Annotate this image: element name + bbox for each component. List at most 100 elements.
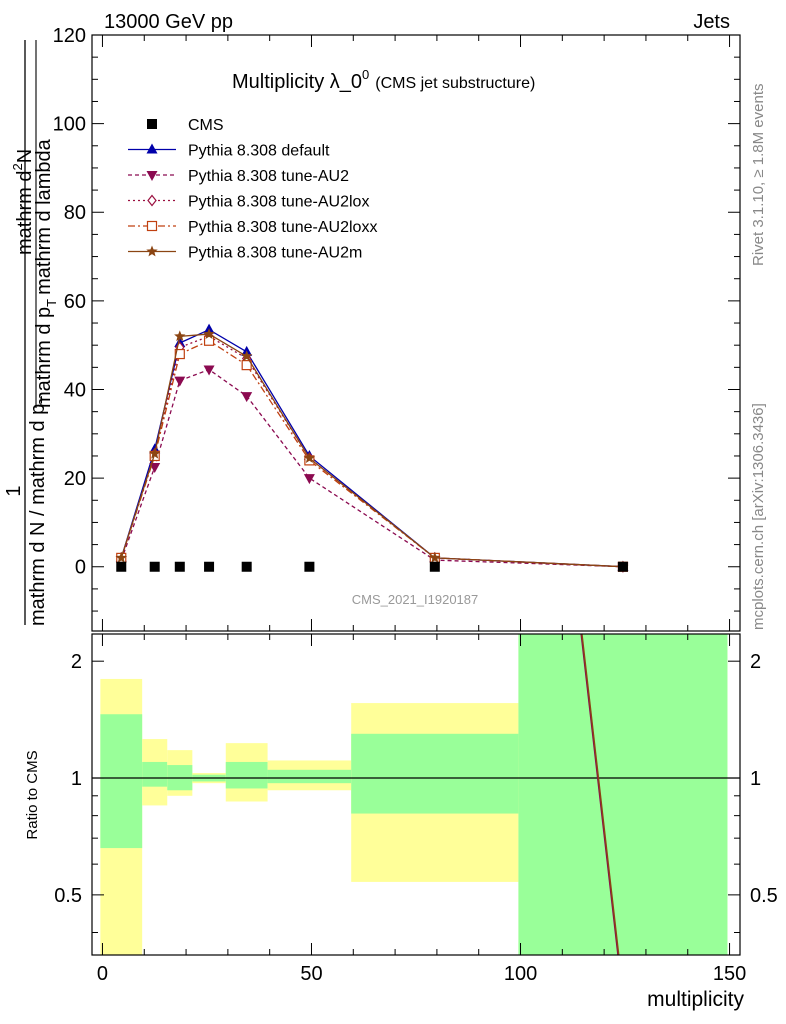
point-au2m bbox=[303, 452, 316, 464]
point-cms bbox=[204, 561, 215, 572]
series-layer bbox=[115, 323, 629, 573]
main-title-sup: 0 bbox=[362, 67, 369, 82]
series-au2lox bbox=[116, 330, 628, 573]
legend-label: Pythia 8.308 default bbox=[188, 143, 330, 160]
series-line-au2 bbox=[120, 368, 623, 568]
main-ytick-label: 120 bbox=[53, 25, 86, 47]
band-inner bbox=[351, 733, 519, 814]
ratio-ytick-label-right: 1 bbox=[750, 768, 761, 790]
ylabel-numerator: mathrm d2N bbox=[10, 149, 36, 255]
xtick-label: 50 bbox=[300, 963, 322, 985]
legend-marker bbox=[146, 220, 158, 232]
point-cms bbox=[149, 561, 160, 572]
ylabel-inner-denominator: mathrm d pTmathrm d lambda bbox=[33, 138, 59, 408]
series-au2 bbox=[115, 365, 629, 573]
legend-label: Pythia 8.308 tune-AU2loxx bbox=[188, 219, 377, 236]
mcplots-label: mcplots.cern.ch [arXiv:1306.3436] bbox=[750, 403, 767, 630]
main-ytick-label: 40 bbox=[64, 379, 86, 401]
ylabel-denominator: mathrm d N / mathrm d pT bbox=[27, 396, 53, 626]
ylabel-one: 1 bbox=[3, 485, 25, 496]
ratio-bands bbox=[92, 634, 740, 955]
rivet-label: Rivet 3.1.10, ≥ 1.8M events bbox=[750, 84, 767, 267]
legend: CMS Pythia 8.308 default Pythia 8.308 tune… bbox=[128, 117, 377, 262]
series-cms bbox=[116, 561, 628, 572]
point-cms bbox=[304, 561, 315, 572]
main-ylabel: 1 mathrm d N / mathrm d pT mathrm d2N ma… bbox=[3, 40, 59, 626]
legend-marker bbox=[147, 119, 157, 129]
main-title-text: Multiplicity λ_0 bbox=[232, 71, 362, 93]
point-au2loxx bbox=[241, 360, 252, 371]
legend-label: CMS bbox=[188, 117, 224, 134]
ratio-frame bbox=[91, 633, 741, 956]
legend-marker bbox=[146, 171, 158, 181]
header-right: Jets bbox=[693, 11, 730, 33]
band-inner bbox=[267, 769, 352, 784]
legend-item-au2: Pythia 8.308 tune-AU2 bbox=[128, 168, 349, 185]
point-au2loxx bbox=[174, 348, 185, 360]
main-frame bbox=[91, 34, 741, 632]
main-ytick-label: 100 bbox=[53, 114, 86, 136]
xtick-label: 0 bbox=[97, 963, 108, 985]
ratio-ylabel: Ratio to CMS bbox=[24, 750, 41, 839]
main-title: Multiplicity λ_00 (CMS jet substructure) bbox=[232, 67, 535, 93]
series-au2m bbox=[115, 328, 629, 572]
ratio-lines bbox=[580, 633, 620, 956]
xtick-label: 100 bbox=[504, 963, 537, 985]
ratio-ytick-label: 2 bbox=[71, 651, 82, 673]
band-inner bbox=[225, 761, 268, 789]
legend-item-cms: CMS bbox=[147, 117, 224, 134]
main-ytick-label: 20 bbox=[64, 468, 86, 490]
ratio-line-au2 bbox=[580, 633, 619, 956]
point-au2m bbox=[429, 551, 441, 563]
main-ytick-label: 0 bbox=[75, 557, 86, 579]
point-au2 bbox=[203, 365, 215, 376]
point-au2 bbox=[174, 376, 186, 387]
xlabel: multiplicity bbox=[647, 988, 744, 1011]
legend-marker bbox=[147, 194, 157, 207]
ratio-ytick-label: 0.5 bbox=[54, 885, 82, 907]
legend-item-au2m: Pythia 8.308 tune-AU2m bbox=[128, 245, 362, 262]
header-left: 13000 GeV pp bbox=[104, 11, 233, 33]
ratio-line-au2m bbox=[581, 633, 620, 956]
point-cms bbox=[241, 561, 252, 572]
point-au2m bbox=[203, 328, 215, 339]
point-au2m bbox=[115, 551, 127, 563]
series-line-au2m bbox=[120, 333, 623, 568]
point-au2 bbox=[241, 392, 253, 403]
ratio-ytick-label-right: 0.5 bbox=[750, 885, 778, 907]
main-ytick-label: 80 bbox=[64, 202, 86, 224]
main-axis-ticks: 0 20 40 60 80 100 120 bbox=[53, 25, 740, 631]
band-inner bbox=[100, 714, 143, 849]
main-panel: 0 20 40 60 80 100 120 CMS_2021_I1920187 Multip… bbox=[3, 25, 741, 632]
legend-label: Pythia 8.308 tune-AU2 bbox=[188, 168, 349, 185]
legend-label: Pythia 8.308 tune-AU2m bbox=[188, 245, 362, 262]
main-title-note: (CMS jet substructure) bbox=[375, 75, 535, 92]
point-au2m bbox=[174, 330, 186, 342]
point-cms bbox=[116, 561, 127, 572]
point-cms bbox=[617, 561, 628, 572]
band-inner bbox=[142, 761, 168, 787]
legend-marker bbox=[146, 245, 158, 257]
watermark: CMS_2021_I1920187 bbox=[352, 592, 479, 607]
point-cms bbox=[174, 561, 185, 572]
legend-item-default: Pythia 8.308 default bbox=[128, 143, 330, 160]
legend-marker bbox=[146, 143, 158, 154]
point-au2 bbox=[303, 474, 315, 485]
legend-item-au2loxx: Pythia 8.308 tune-AU2loxx bbox=[128, 219, 377, 236]
point-au2m bbox=[149, 447, 161, 459]
ratio-panel: 0.5 0.5 1 1 2 2 0 50 100 150 Ratio to CMS multipl… bbox=[24, 633, 778, 1011]
main-ytick-label: 60 bbox=[64, 291, 86, 313]
band-inner bbox=[518, 634, 728, 955]
series-default bbox=[115, 323, 629, 571]
ratio-ytick-label-right: 2 bbox=[750, 651, 761, 673]
point-cms bbox=[429, 561, 440, 572]
ratio-axis-ticks: 0.5 0.5 1 1 2 2 0 50 100 150 bbox=[54, 634, 778, 985]
xtick-label: 150 bbox=[713, 963, 746, 985]
legend-label: Pythia 8.308 tune-AU2lox bbox=[188, 194, 369, 211]
point-au2 bbox=[149, 463, 161, 474]
point-au2m bbox=[240, 350, 253, 362]
series-line-default bbox=[120, 328, 623, 568]
series-au2loxx bbox=[116, 335, 629, 572]
ratio-ytick-label: 1 bbox=[71, 768, 82, 790]
